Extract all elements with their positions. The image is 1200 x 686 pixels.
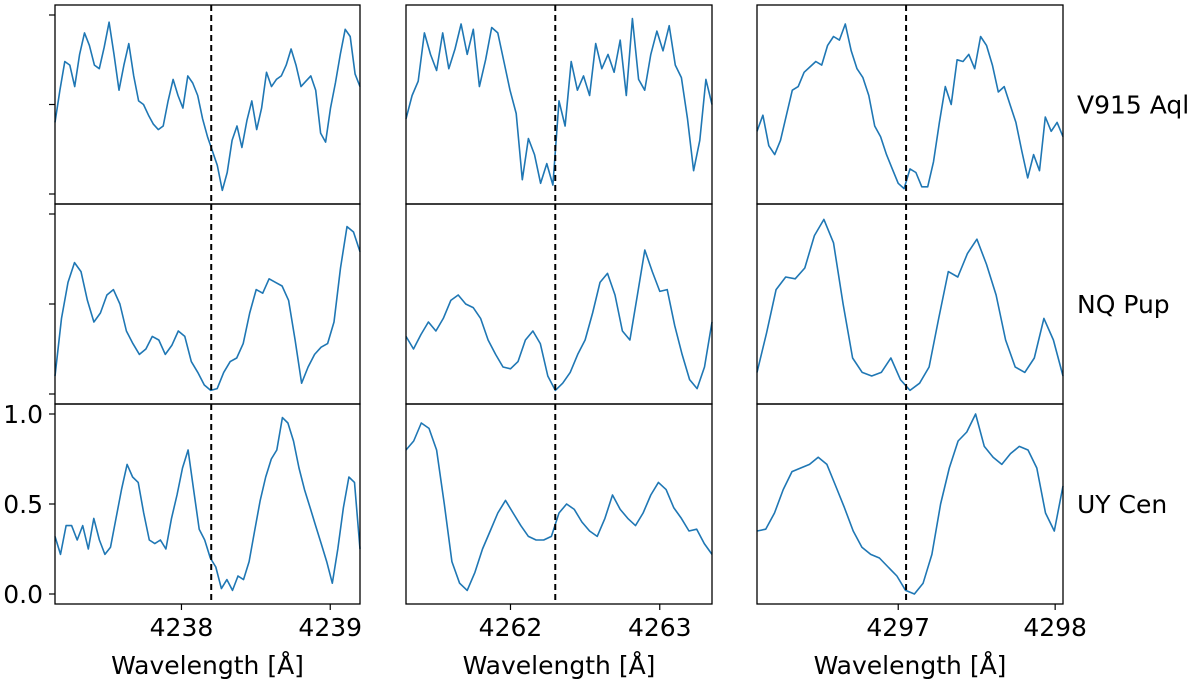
labels-layer: V915 Aql NQ Pup UY Cen Wavelength [Å] Wavele… [111,91,1189,681]
panel-r2-c2: 4297 4298 [756,403,1087,642]
panel-r0-c0 [49,4,361,205]
series-line [405,249,713,392]
series-line [54,416,361,592]
row-label: V915 Aql [1077,91,1189,120]
series-line [756,218,1064,392]
x-tick-label: 4297 [866,613,930,642]
panel-frame [54,403,361,605]
panel-frame [54,203,361,405]
panel-frame [54,4,361,205]
panel-frame [405,403,713,605]
y-tick-label: 0.0 [3,580,43,609]
panel-r2-c1: 4262 4263 [405,403,713,642]
panel-r0-c2 [756,4,1064,205]
series-line [405,17,713,186]
series-line [756,413,1064,595]
x-axis-title: Wavelength [Å] [111,651,304,680]
panel-frame [405,203,713,405]
panel-frame [756,403,1064,605]
row-label: UY Cen [1077,490,1167,519]
x-axis-title: Wavelength [Å] [814,651,1007,680]
x-tick-label: 4263 [628,613,692,642]
x-tick-label: 4238 [150,613,214,642]
series-line [54,21,361,192]
x-tick-label: 4298 [1023,613,1087,642]
panel-frame [756,203,1064,405]
panel-r0-c1 [405,4,713,205]
panel-r1-c2 [756,203,1064,405]
panel-r1-c1 [405,203,713,405]
row-label: NQ Pup [1077,290,1170,319]
panel-r2-c0: 4238 4239 0.0 0.5 1.0 [3,400,362,642]
y-tick-label: 0.5 [3,490,43,519]
x-tick-label: 4262 [479,613,543,642]
y-tick-label: 1.0 [3,400,43,429]
x-tick-label: 4239 [298,613,362,642]
series-line [756,23,1064,190]
panels-layer: 4238 4239 0.0 0.5 1.0 4262 4263 4297 4298 [3,4,1087,642]
series-line [54,225,361,392]
panel-r1-c0 [49,203,361,405]
series-line [405,422,713,592]
x-axis-title: Wavelength [Å] [463,651,656,680]
panel-frame [756,4,1064,205]
